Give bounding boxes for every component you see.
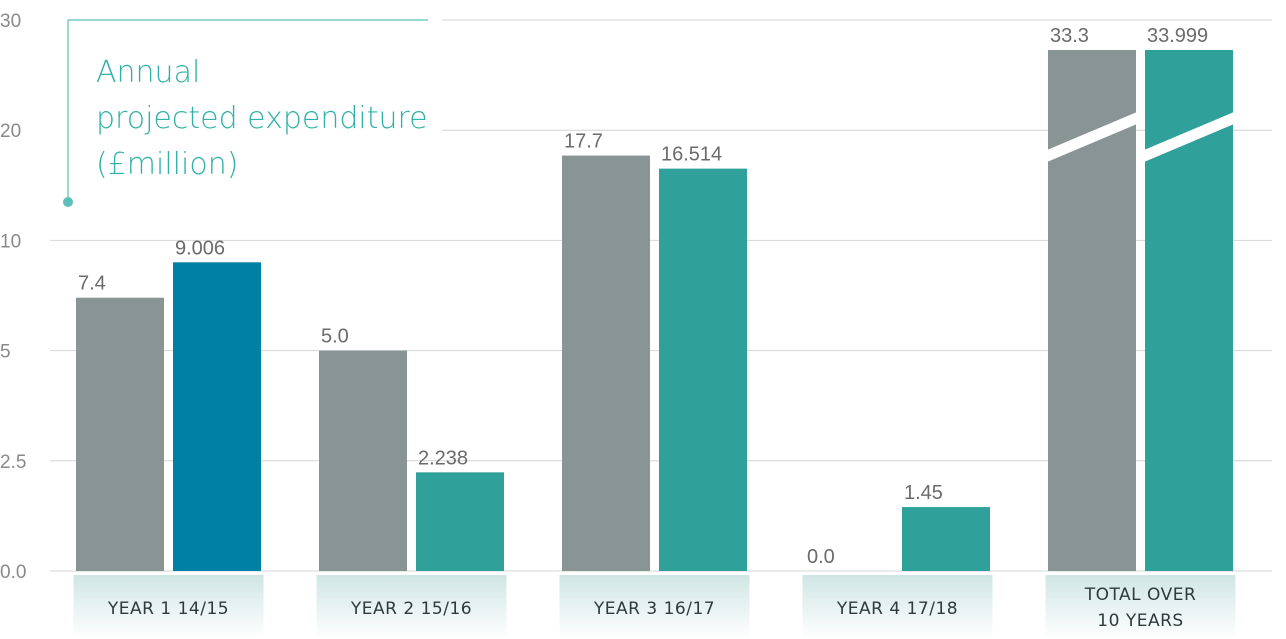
y-tick-label: 5 bbox=[0, 342, 11, 363]
category-box bbox=[73, 575, 264, 639]
data-label: 17.7 bbox=[564, 131, 603, 153]
x-tick-label: YEAR 2 15/16 bbox=[350, 599, 472, 619]
data-label: 0.0 bbox=[807, 546, 835, 568]
bar bbox=[319, 350, 407, 571]
bar bbox=[416, 472, 504, 571]
bar bbox=[902, 507, 990, 571]
bar bbox=[173, 262, 261, 571]
data-label: 33.3 bbox=[1050, 25, 1089, 47]
y-tick-label: 20 bbox=[0, 121, 21, 142]
data-label: 5.0 bbox=[321, 326, 349, 348]
data-label: 9.006 bbox=[175, 237, 225, 259]
y-tick-label: 0.0 bbox=[0, 562, 26, 583]
bar bbox=[562, 155, 650, 571]
title-dot bbox=[63, 197, 73, 207]
category-box bbox=[559, 575, 750, 639]
bar bbox=[76, 297, 164, 571]
x-tick-label: TOTAL OVER 10 YEARS bbox=[1084, 585, 1197, 631]
data-label: 33.999 bbox=[1147, 25, 1208, 47]
data-label: 1.45 bbox=[904, 482, 943, 504]
x-tick-label: YEAR 1 14/15 bbox=[107, 599, 229, 619]
y-tick-label: 30 bbox=[0, 11, 21, 32]
x-tick-label: YEAR 4 17/18 bbox=[836, 599, 958, 619]
axis-break bbox=[1047, 112, 1137, 162]
y-tick-label: 2.5 bbox=[0, 452, 26, 473]
marks: 7.4 9.006 5.0 2.238 17.7 16.514 0.0 1.45 33.3 33.… bbox=[76, 25, 1234, 571]
y-tick-label: 10 bbox=[0, 231, 21, 252]
axis-break bbox=[1144, 112, 1234, 162]
data-label: 16.514 bbox=[661, 144, 722, 166]
category-box bbox=[1045, 575, 1236, 639]
category-box bbox=[802, 575, 993, 639]
category-box bbox=[316, 575, 507, 639]
data-label: 2.238 bbox=[418, 447, 468, 469]
title-backdrop bbox=[48, 0, 442, 205]
data-label: 7.4 bbox=[78, 273, 106, 295]
x-tick-label: YEAR 3 16/17 bbox=[593, 599, 715, 619]
chart-title: Annual projected expenditure (£million) bbox=[96, 55, 428, 182]
bar bbox=[659, 168, 747, 571]
